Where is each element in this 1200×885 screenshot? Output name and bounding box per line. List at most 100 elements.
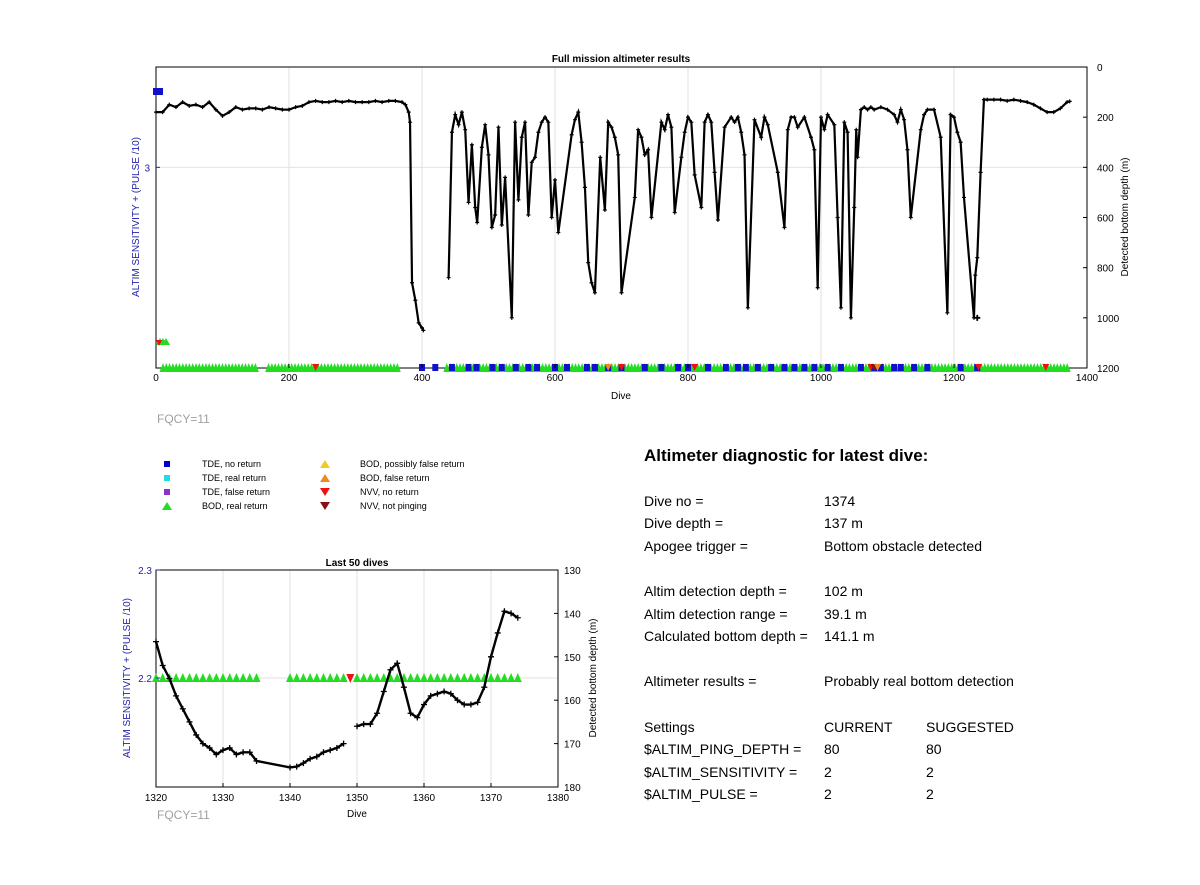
depth-point bbox=[320, 749, 327, 756]
depth-point bbox=[293, 763, 300, 770]
bod-real-return-marker bbox=[292, 673, 301, 682]
diag-value: 1374 bbox=[824, 493, 856, 509]
tde-no-return-marker bbox=[837, 364, 844, 371]
depth-point bbox=[333, 98, 338, 103]
depth-point bbox=[553, 177, 557, 182]
tde-no-return-marker bbox=[641, 364, 648, 371]
depth-point bbox=[682, 130, 687, 135]
tde-no-return-marker bbox=[432, 364, 439, 371]
depth-point bbox=[513, 120, 518, 125]
depth-point bbox=[199, 740, 206, 747]
diag-label: Altim detection depth = bbox=[644, 583, 787, 599]
legend-swatch bbox=[320, 460, 330, 468]
setting-name: $ALTIM_PULSE = bbox=[644, 786, 758, 802]
nvv-marker bbox=[604, 364, 612, 371]
diag-value: Probably real bottom detection bbox=[824, 673, 1014, 689]
depth-point bbox=[729, 115, 734, 120]
depth-point bbox=[885, 107, 890, 112]
depth-point bbox=[220, 747, 226, 754]
depth-point bbox=[280, 107, 285, 112]
depth-point bbox=[616, 152, 621, 157]
bottom-markers bbox=[152, 673, 522, 683]
bottom-x-tick-label: 1320 bbox=[145, 793, 168, 804]
depth-point bbox=[387, 666, 394, 673]
legend-label: BOD, false return bbox=[360, 473, 430, 483]
depth-point bbox=[692, 172, 697, 177]
depth-point bbox=[489, 225, 494, 230]
bottom-x-tick-label: 1340 bbox=[279, 793, 302, 804]
depth-point bbox=[586, 260, 591, 265]
depth-point bbox=[469, 142, 474, 147]
depth-point bbox=[320, 100, 325, 105]
bod-real-return-marker bbox=[379, 673, 388, 682]
depth-point bbox=[842, 120, 847, 125]
depth-point bbox=[782, 225, 787, 230]
depth-point bbox=[273, 106, 278, 111]
bod-real-return-marker bbox=[299, 673, 308, 682]
tde-no-return-marker bbox=[801, 364, 808, 371]
top-y-left-label: ALTIM SENSITIVITY + (PULSE /10) bbox=[131, 137, 142, 297]
depth-point bbox=[456, 122, 461, 127]
depth-point bbox=[459, 110, 464, 115]
bod-real-return-marker bbox=[339, 673, 348, 682]
tde-no-return-marker bbox=[525, 364, 532, 371]
bod-real-return-marker bbox=[446, 673, 455, 682]
depth-point bbox=[998, 97, 1003, 102]
depth-point bbox=[233, 751, 240, 758]
bod-real-return-marker bbox=[172, 673, 181, 682]
depth-point bbox=[227, 110, 232, 115]
depth-point bbox=[632, 195, 637, 200]
diag-value: 137 m bbox=[824, 515, 863, 531]
depth-point bbox=[872, 107, 877, 112]
depth-point bbox=[975, 255, 980, 260]
tde-no-return-marker bbox=[675, 364, 682, 371]
depth-point bbox=[775, 170, 780, 175]
depth-point bbox=[985, 97, 990, 102]
depth-point bbox=[802, 115, 807, 120]
tde-no-return-marker bbox=[877, 364, 884, 371]
bod-real-return-marker bbox=[413, 673, 422, 682]
legend-label: TDE, false return bbox=[202, 487, 271, 497]
setting-current: 80 bbox=[824, 741, 840, 757]
depth-point bbox=[516, 197, 521, 202]
depth-point bbox=[958, 140, 963, 145]
depth-point bbox=[878, 105, 883, 110]
depth-point bbox=[200, 105, 205, 110]
depth-point bbox=[945, 310, 950, 315]
settings-header-label: Settings bbox=[644, 719, 695, 735]
tde-no-return-marker bbox=[897, 364, 904, 371]
legend-label: BOD, real return bbox=[202, 501, 268, 511]
depth-point bbox=[973, 273, 978, 278]
bod-real-return-marker bbox=[332, 673, 341, 682]
tde-no-return-marker bbox=[498, 364, 505, 371]
depth-point bbox=[1031, 102, 1036, 107]
depth-point bbox=[955, 130, 960, 135]
legend-swatch bbox=[164, 489, 170, 495]
tde-no-return-marker bbox=[658, 364, 665, 371]
nvv-marker bbox=[691, 364, 699, 371]
bod-real-return-marker bbox=[312, 673, 321, 682]
depth-point bbox=[407, 710, 414, 717]
depth-point bbox=[326, 100, 331, 105]
triangle-up-icon bbox=[162, 502, 172, 510]
tde-no-return-marker bbox=[742, 364, 749, 371]
depth-point bbox=[260, 107, 265, 112]
nvv-marker bbox=[1042, 364, 1050, 371]
depth-point bbox=[579, 140, 584, 145]
top-plot-frame bbox=[155, 66, 1088, 369]
setting-name: $ALTIM_SENSITIVITY = bbox=[644, 764, 798, 780]
depth-point bbox=[825, 112, 830, 117]
bod-real-return-marker bbox=[433, 673, 442, 682]
nvv-marker bbox=[975, 364, 983, 371]
depth-point bbox=[467, 701, 474, 708]
depth-point bbox=[523, 120, 528, 125]
depth-point bbox=[662, 127, 667, 132]
depth-point bbox=[306, 100, 311, 105]
depth-point bbox=[386, 98, 391, 103]
depth-point bbox=[447, 690, 454, 697]
bod-real-return-marker bbox=[466, 673, 475, 682]
depth-point bbox=[414, 714, 421, 721]
depth-point bbox=[529, 160, 534, 165]
depth-point bbox=[494, 629, 501, 636]
depth-point bbox=[854, 127, 859, 132]
